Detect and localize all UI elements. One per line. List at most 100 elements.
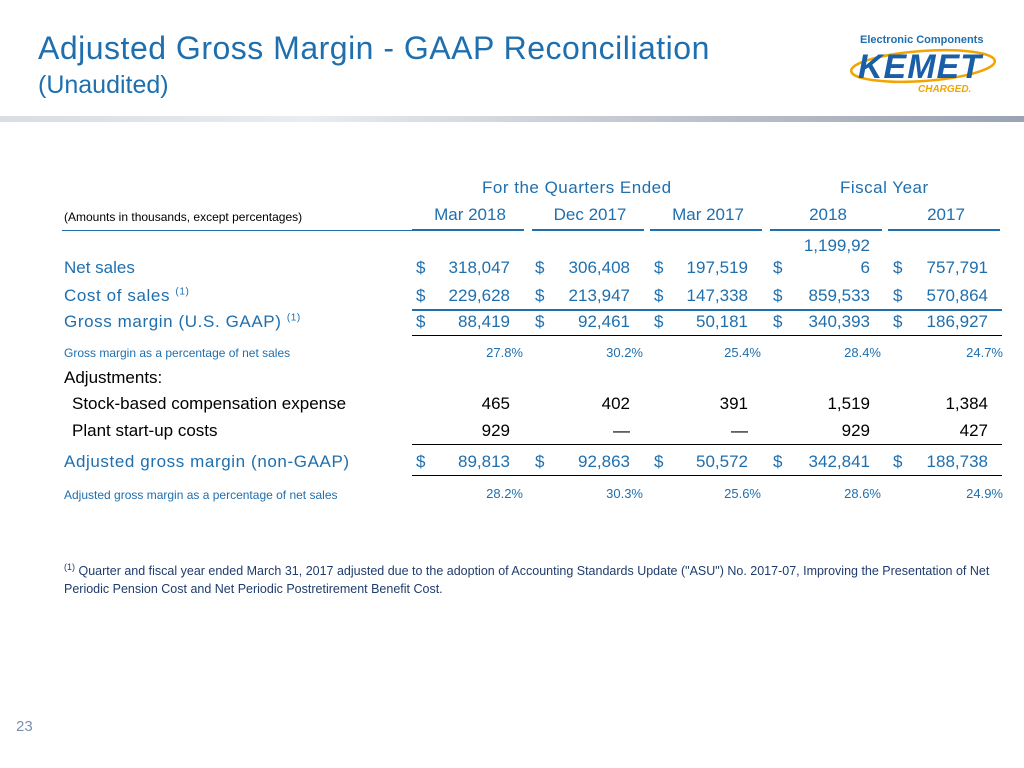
column-rule [650,229,762,231]
cell-agm-pct-dec-2017: 30.3% [606,486,643,501]
row-label-net-sales: Net sales [64,258,135,277]
cell-cost-mar-2018: 229,628 [448,286,510,305]
header-divider [0,116,1024,122]
currency-symbol: $ [773,286,783,305]
amounts-note: (Amounts in thousands, except percentage… [64,210,303,224]
cell-agm-pct-mar-2017: 25.6% [724,486,761,501]
column-header-mar-2018: Mar 2018 [434,205,506,224]
row-rule [412,309,1002,311]
cell-net-sales-mar-2017: 197,519 [686,258,748,277]
footnote-marker: (1) [64,562,75,572]
row-label-cost-of-sales: Cost of sales (1) [64,286,190,305]
label-rule [62,230,412,231]
cell-agm-dec-2017: 92,863 [578,452,630,471]
currency-symbol: $ [416,312,426,331]
currency-symbol: $ [416,452,426,471]
cell-plant-fy-2017: 427 [959,421,988,440]
cell-stock-fy-2018: 1,519 [827,394,870,413]
cell-net-sales-fy-2018: 1,199,92 [803,236,870,255]
cell-cost-dec-2017: 213,947 [568,286,630,305]
cell-plant-mar-2018: 929 [481,421,510,440]
cell-stock-mar-2017: 391 [719,394,748,413]
cell-stock-dec-2017: 402 [601,394,630,413]
currency-symbol: $ [893,452,903,471]
column-header-fy-2017: 2017 [927,205,965,224]
row-label-adj-gross-margin: Adjusted gross margin (non-GAAP) [64,452,350,471]
currency-symbol: $ [893,312,903,331]
cell-gm-pct-fy-2017: 24.7% [966,345,1003,360]
currency-symbol: $ [535,286,545,305]
row-label-stock-comp: Stock-based compensation expense [72,394,347,413]
currency-symbol: $ [773,258,783,277]
row-rule [412,444,1002,445]
cell-agm-pct-fy-2017: 24.9% [966,486,1003,501]
currency-symbol: $ [654,312,664,331]
cell-plant-fy-2018: 929 [841,421,870,440]
column-header-dec-2017: Dec 2017 [553,205,627,224]
cell-agm-fy-2018: 342,841 [808,452,870,471]
column-header-fy-2018: 2018 [809,205,847,224]
cell-agm-fy-2017: 188,738 [926,452,988,471]
footnote-text: Quarter and fiscal year ended March 31, … [64,564,990,597]
cell-stock-mar-2018: 465 [481,394,510,413]
cell-agm-mar-2017: 50,572 [696,452,748,471]
cell-net-sales-mar-2018: 318,047 [448,258,510,277]
logo-charged: CHARGED. [918,84,972,95]
group-header-fiscal: Fiscal Year [840,178,929,197]
page-number: 23 [16,718,33,735]
cell-net-sales-dec-2017: 306,408 [568,258,630,277]
cell-gm-pct-fy-2018: 28.4% [844,345,881,360]
currency-symbol: $ [416,258,426,277]
currency-symbol: $ [535,258,545,277]
cell-gm-mar-2017: 50,181 [696,312,748,331]
cell-agm-pct-fy-2018: 28.6% [844,486,881,501]
page-subtitle: (Unaudited) [38,71,169,99]
cell-plant-mar-2017: — [731,421,748,440]
row-rule [412,335,1002,336]
page-title: Adjusted Gross Margin - GAAP Reconciliat… [38,30,710,66]
footnote-ref: (1) [175,286,190,298]
kemet-logo: Electronic Components KEMET CHARGED. [848,34,998,100]
cell-cost-fy-2018: 859,533 [808,286,870,305]
cell-cost-fy-2017: 570,864 [926,286,988,305]
logo-tagline: Electronic Components [860,34,984,46]
cell-net-sales-fy-2017: 757,791 [926,258,988,277]
currency-symbol: $ [654,258,664,277]
column-rule [532,229,644,231]
currency-symbol: $ [773,452,783,471]
currency-symbol: $ [654,452,664,471]
column-rule [412,229,524,231]
currency-symbol: $ [535,452,545,471]
cell-net-sales-fy-2018-wrap: 6 [860,258,870,277]
currency-symbol: $ [773,312,783,331]
cell-cost-mar-2017: 147,338 [686,286,748,305]
cell-stock-fy-2017: 1,384 [945,394,988,413]
row-label-plant-startup: Plant start-up costs [72,421,218,440]
cell-gm-fy-2017: 186,927 [926,312,988,331]
footnote: (1) Quarter and fiscal year ended March … [64,558,994,598]
column-rule [888,229,1000,231]
logo-wordmark-icon: KEMET [849,48,997,84]
cell-agm-pct-mar-2018: 28.2% [486,486,523,501]
currency-symbol: $ [893,258,903,277]
currency-symbol: $ [535,312,545,331]
cell-gm-dec-2017: 92,461 [578,312,630,331]
row-label-gm-pct: Gross margin as a percentage of net sale… [64,346,291,360]
row-label-gross-margin: Gross margin (U.S. GAAP) (1) [64,312,301,331]
cell-gm-pct-mar-2018: 27.8% [486,345,523,360]
group-header-quarters: For the Quarters Ended [482,178,672,197]
cell-gm-mar-2018: 88,419 [458,312,510,331]
currency-symbol: $ [654,286,664,305]
footnote-ref: (1) [286,312,301,324]
cell-agm-mar-2018: 89,813 [458,452,510,471]
row-label-agm-pct: Adjusted gross margin as a percentage of… [64,488,338,502]
cell-gm-pct-dec-2017: 30.2% [606,345,643,360]
cell-plant-dec-2017: — [613,421,630,440]
column-header-mar-2017: Mar 2017 [672,205,744,224]
row-rule [412,475,1002,476]
currency-symbol: $ [416,286,426,305]
cell-gm-fy-2018: 340,393 [808,312,870,331]
cell-gm-pct-mar-2017: 25.4% [724,345,761,360]
row-label-adjustments: Adjustments: [64,368,163,387]
column-rule [770,229,882,231]
